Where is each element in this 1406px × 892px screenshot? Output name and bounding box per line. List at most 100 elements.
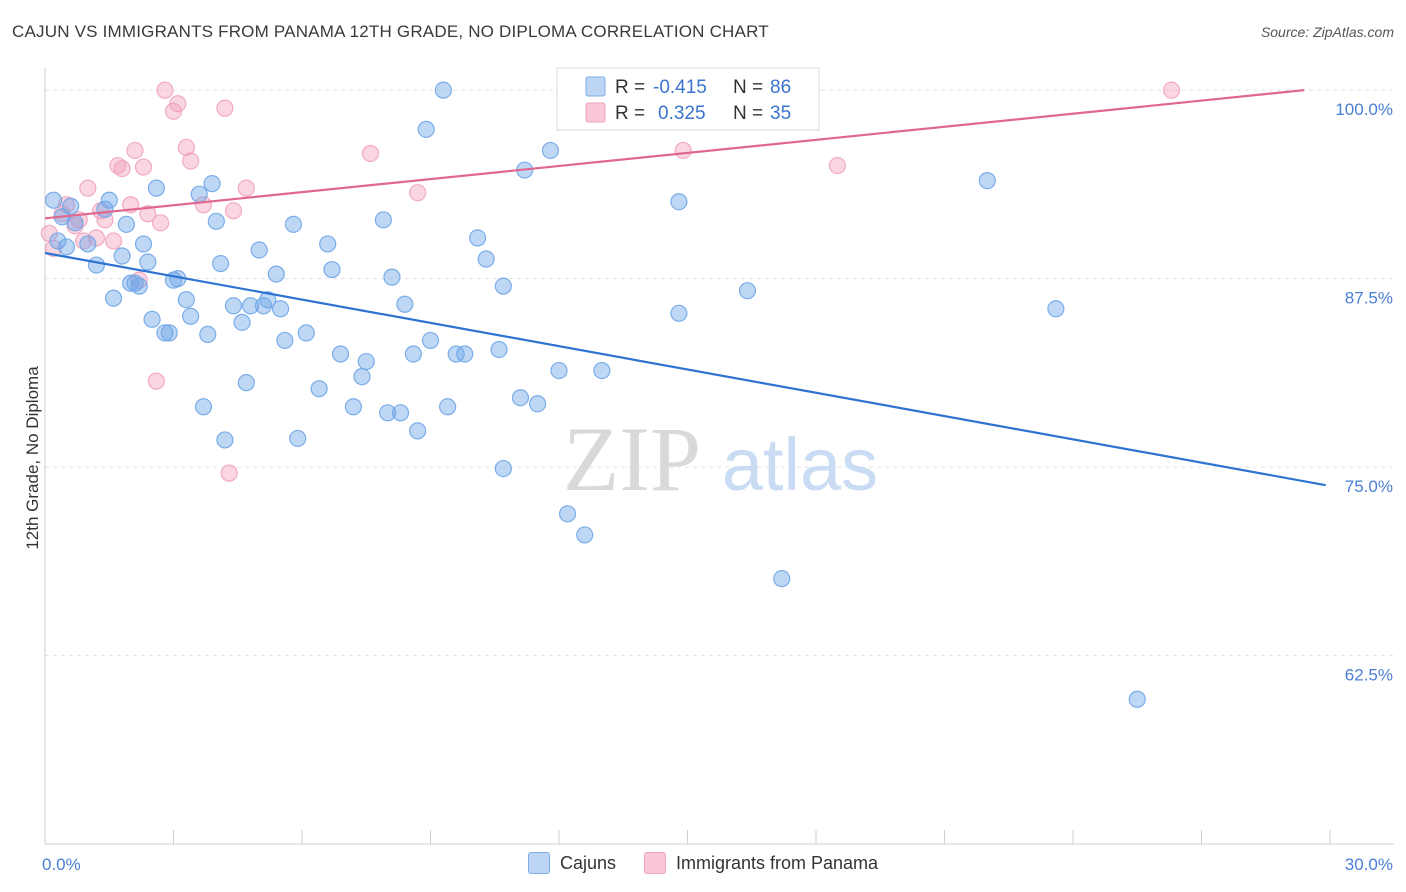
cajuns-point-78 bbox=[670, 304, 688, 322]
cajuns-point-56 bbox=[404, 345, 422, 363]
panama-point-18 bbox=[139, 205, 157, 223]
watermark-zip: ZIP bbox=[563, 408, 701, 510]
series-cajuns-points bbox=[44, 81, 1146, 708]
cajuns-point-81 bbox=[978, 172, 996, 190]
cajuns-point-26 bbox=[199, 325, 217, 343]
cajuns-point-29 bbox=[212, 254, 230, 273]
panama-point-13 bbox=[113, 159, 131, 178]
watermark: ZIP atlas bbox=[563, 408, 878, 510]
cajuns-point-76 bbox=[593, 361, 611, 380]
cajuns-trend-line bbox=[44, 251, 1326, 487]
cajuns-point-47 bbox=[331, 345, 350, 363]
panama-point-11 bbox=[104, 232, 123, 250]
cajuns-point-59 bbox=[421, 331, 440, 350]
cajuns-point-15 bbox=[139, 253, 157, 271]
legend-label-panama: Immigrants from Panama bbox=[675, 852, 879, 873]
panama-point-21 bbox=[156, 81, 174, 99]
cajuns-point-45 bbox=[319, 235, 337, 253]
panama-point-28 bbox=[220, 464, 238, 482]
cajuns-point-25 bbox=[194, 398, 213, 416]
cajuns-point-69 bbox=[511, 389, 530, 407]
cajuns-point-0 bbox=[44, 191, 63, 209]
cajuns-point-48 bbox=[344, 398, 362, 416]
panama-point-29 bbox=[224, 202, 243, 220]
panama-point-15 bbox=[126, 141, 144, 160]
cajuns-point-42 bbox=[289, 429, 307, 448]
cajuns-point-82 bbox=[1047, 300, 1065, 318]
cajuns-point-30 bbox=[216, 431, 234, 449]
cajuns-point-57 bbox=[409, 422, 427, 440]
cajuns-point-41 bbox=[284, 215, 303, 233]
grid-lines bbox=[45, 89, 1394, 657]
cajuns-point-80 bbox=[773, 570, 791, 588]
cajuns-point-84 bbox=[49, 232, 67, 250]
cajuns-point-77 bbox=[670, 193, 688, 211]
panama-point-24 bbox=[177, 138, 195, 157]
stats-r-value-cajuns: -0.415 bbox=[653, 77, 707, 98]
legend-label-cajuns: Cajuns bbox=[559, 852, 616, 873]
cajuns-point-38 bbox=[267, 265, 285, 283]
y-axis-label: 12th Grade, No Diploma bbox=[23, 366, 42, 550]
cajuns-point-14 bbox=[134, 235, 153, 253]
cajuns-point-22 bbox=[177, 291, 195, 309]
cajuns-point-55 bbox=[396, 295, 414, 313]
panama-point-31 bbox=[361, 144, 380, 163]
cajuns-point-8 bbox=[100, 191, 118, 209]
cajuns-point-46 bbox=[323, 260, 341, 279]
stats-n-label-panama: N = bbox=[733, 103, 763, 124]
stats-n-value-cajuns: 86 bbox=[770, 77, 791, 98]
cajuns-point-51 bbox=[374, 211, 392, 229]
cajuns-point-23 bbox=[182, 307, 200, 325]
cajuns-point-33 bbox=[237, 374, 255, 392]
cajuns-point-11 bbox=[117, 215, 135, 233]
cajuns-point-10 bbox=[113, 247, 131, 265]
stats-n-value-panama: 35 bbox=[770, 103, 791, 124]
cajuns-point-73 bbox=[550, 361, 568, 380]
cajuns-point-53 bbox=[383, 268, 401, 286]
x-tick-labels: 0.0% 30.0% bbox=[42, 855, 1393, 874]
y-tick-label-3: 100.0% bbox=[1335, 100, 1393, 119]
cajuns-point-68 bbox=[494, 459, 512, 478]
cajuns-point-24 bbox=[190, 185, 208, 203]
cajuns-point-60 bbox=[434, 81, 452, 99]
cajuns-point-71 bbox=[528, 395, 547, 413]
panama-point-20 bbox=[152, 214, 170, 232]
y-tick-label-1: 75.0% bbox=[1345, 477, 1393, 496]
legend-item-panama: Immigrants from Panama bbox=[643, 852, 879, 874]
cajuns-point-64 bbox=[469, 229, 487, 247]
stats-r-label-panama: R = bbox=[615, 103, 645, 124]
cajuns-point-32 bbox=[233, 313, 251, 331]
source-label: Source: ZipAtlas.com bbox=[1260, 24, 1394, 40]
cajuns-point-35 bbox=[250, 241, 268, 259]
panama-point-25 bbox=[182, 152, 200, 170]
cajuns-point-85 bbox=[130, 277, 148, 295]
cajuns-point-4 bbox=[66, 214, 84, 232]
cajuns-point-50 bbox=[357, 352, 375, 371]
legend-swatch-cajuns bbox=[527, 852, 550, 874]
chart-title: CAJUN VS IMMIGRANTS FROM PANAMA 12TH GRA… bbox=[12, 22, 769, 41]
cajuns-point-74 bbox=[558, 505, 577, 523]
cajuns-point-34 bbox=[242, 297, 260, 315]
cajuns-point-61 bbox=[439, 398, 457, 416]
cajuns-point-28 bbox=[207, 212, 225, 230]
cajuns-point-27 bbox=[203, 175, 221, 193]
cajuns-point-37 bbox=[259, 291, 277, 309]
cajuns-point-31 bbox=[224, 297, 243, 315]
y-tick-labels: 62.5% 75.0% 87.5% 100.0% bbox=[1335, 100, 1393, 684]
stats-swatch-panama bbox=[585, 102, 606, 123]
panama-point-8 bbox=[87, 229, 106, 247]
cajuns-point-5 bbox=[79, 235, 97, 253]
panama-point-34 bbox=[828, 156, 847, 175]
x-tick-label-1: 30.0% bbox=[1345, 855, 1393, 874]
cajuns-point-67 bbox=[494, 277, 512, 295]
cajuns-point-2 bbox=[57, 238, 76, 256]
stats-r-value-panama: 0.325 bbox=[658, 103, 706, 124]
panama-point-19 bbox=[147, 372, 165, 390]
cajuns-point-52 bbox=[379, 404, 397, 422]
trend-lines bbox=[44, 89, 1326, 487]
panama-trend-line bbox=[44, 89, 1305, 220]
x-tick-label-0: 0.0% bbox=[42, 855, 81, 874]
cajuns-point-19 bbox=[160, 324, 178, 342]
cajuns-point-65 bbox=[477, 250, 495, 268]
stats-legend: R = -0.415 N = 86 R = 0.325 N = 35 bbox=[556, 67, 820, 131]
